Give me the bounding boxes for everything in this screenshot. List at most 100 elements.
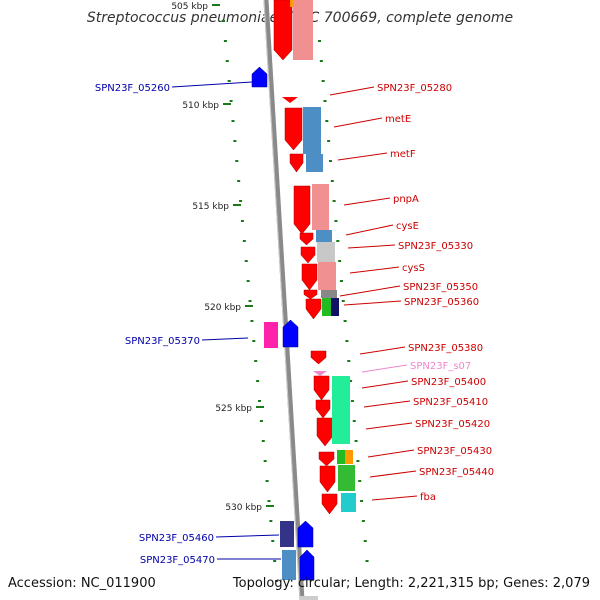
tick-dot: [269, 520, 273, 522]
rna-feature[interactable]: [313, 371, 327, 376]
feature-bar[interactable]: [318, 262, 336, 290]
feature-bar[interactable]: [321, 290, 337, 298]
gene-label[interactable]: SPN23F_05260: [95, 83, 170, 94]
feature-bar[interactable]: [293, 0, 313, 60]
label-leader-line: [345, 224, 394, 236]
gene-arrow-minus[interactable]: [299, 549, 315, 581]
gene-label[interactable]: SPN23F_05470: [140, 555, 215, 566]
gene-label[interactable]: fba: [420, 492, 436, 503]
label-leader-line: [201, 337, 249, 341]
tick-dot: [244, 260, 248, 262]
gene-label[interactable]: metF: [390, 149, 416, 160]
label-leader-line: [367, 449, 415, 458]
feature-bar[interactable]: [338, 465, 355, 491]
feature-bar[interactable]: [337, 450, 345, 464]
label-leader-line: [333, 117, 383, 128]
gene-arrow-plus[interactable]: [301, 263, 318, 291]
gene-arrow-plus[interactable]: [282, 97, 298, 103]
gene-label[interactable]: SPN23F_05370: [125, 336, 200, 347]
tick-dot: [365, 560, 369, 562]
gene-label[interactable]: SPN23F_05400: [411, 377, 486, 388]
gene-arrow-plus[interactable]: [318, 451, 335, 467]
ruler-tick-label: 520 kbp: [204, 303, 241, 313]
gene-label[interactable]: cysE: [396, 221, 419, 232]
genome-summary: Topology: circular; Length: 2,221,315 bp…: [232, 576, 590, 591]
label-leader-line: [171, 81, 253, 88]
feature-bar[interactable]: [312, 184, 329, 230]
tick-dot: [323, 100, 327, 102]
tick-dot: [229, 100, 233, 102]
feature-bar[interactable]: [322, 298, 331, 316]
gene-label[interactable]: cysS: [402, 263, 425, 274]
feature-bar[interactable]: [280, 521, 294, 547]
gene-label[interactable]: SPN23F_05360: [404, 297, 479, 308]
tick-dot: [275, 580, 279, 582]
gene-arrow-plus[interactable]: [273, 0, 293, 61]
tick-dot: [325, 120, 329, 122]
tick-dot: [328, 160, 332, 162]
gene-arrow-minus[interactable]: [282, 319, 299, 348]
tick-dot: [319, 60, 323, 62]
gene-label[interactable]: SPN23F_05430: [417, 446, 492, 457]
gene-arrow-minus[interactable]: [251, 66, 268, 88]
ruler-tick-label: 525 kbp: [215, 404, 252, 414]
gene-arrow-plus[interactable]: [303, 289, 318, 300]
tick-dot: [267, 500, 271, 502]
tick-dot: [339, 280, 343, 282]
tick-dot: [235, 160, 239, 162]
gene-label[interactable]: SPN23F_05410: [413, 397, 488, 408]
gene-arrow-plus[interactable]: [289, 153, 304, 173]
tick-dot: [259, 420, 263, 422]
feature-bar[interactable]: [317, 242, 335, 262]
gene-arrow-plus[interactable]: [299, 232, 314, 246]
genome-backbone: [263, 0, 305, 600]
tick-dot: [256, 380, 260, 382]
feature-bar[interactable]: [341, 493, 356, 512]
feature-bar[interactable]: [303, 107, 321, 154]
gene-label[interactable]: SPN23F_05460: [139, 533, 214, 544]
tick-dot: [318, 40, 321, 42]
gene-arrow-plus[interactable]: [310, 350, 327, 365]
gene-label[interactable]: SPN23F_05350: [403, 282, 478, 293]
gene-arrow-plus[interactable]: [319, 465, 336, 493]
feature-bar[interactable]: [282, 550, 296, 580]
gene-label[interactable]: SPN23F_05330: [398, 241, 473, 252]
gene-label[interactable]: SPN23F_s07: [410, 361, 471, 372]
gene-arrow-plus[interactable]: [313, 375, 330, 401]
gene-arrow-minus[interactable]: [297, 520, 314, 548]
feature-bar[interactable]: [264, 322, 278, 348]
gene-label[interactable]: SPN23F_05380: [408, 343, 483, 354]
gene-arrow-plus[interactable]: [315, 399, 331, 419]
tick-dot: [347, 360, 351, 362]
feature-bar[interactable]: [306, 154, 323, 172]
feature-bar[interactable]: [345, 450, 353, 464]
ruler-tick-label: 510 kbp: [182, 101, 219, 111]
label-leader-line: [369, 470, 417, 478]
gene-arrow-plus[interactable]: [300, 246, 316, 264]
feature-bar[interactable]: [331, 298, 339, 316]
label-leader-line: [347, 244, 396, 249]
gene-arrow-plus[interactable]: [305, 298, 322, 320]
feature-bar[interactable]: [316, 230, 332, 242]
gene-label[interactable]: metE: [385, 114, 411, 125]
label-leader-line: [329, 86, 375, 96]
gene-label[interactable]: SPN23F_05440: [419, 467, 494, 478]
feature-bar[interactable]: [300, 596, 318, 600]
gene-label[interactable]: SPN23F_05420: [415, 419, 490, 430]
gene-arrow-plus[interactable]: [293, 185, 311, 235]
backbone: [263, 0, 305, 600]
tick-dot: [350, 400, 354, 402]
label-leader-line: [337, 152, 388, 161]
gene-label[interactable]: SPN23F_05280: [377, 83, 452, 94]
tick-dot: [334, 220, 338, 222]
label-leader-line: [349, 266, 400, 274]
gene-arrow-plus[interactable]: [321, 493, 338, 515]
tick-dot: [330, 180, 334, 182]
tick-dot: [341, 300, 345, 302]
ruler-tick-label: 530 kbp: [225, 503, 262, 513]
gene-arrow-plus[interactable]: [316, 417, 334, 447]
gene-arrow-plus[interactable]: [284, 107, 303, 151]
gene-label[interactable]: pnpA: [393, 194, 419, 205]
feature-bar[interactable]: [332, 376, 350, 444]
